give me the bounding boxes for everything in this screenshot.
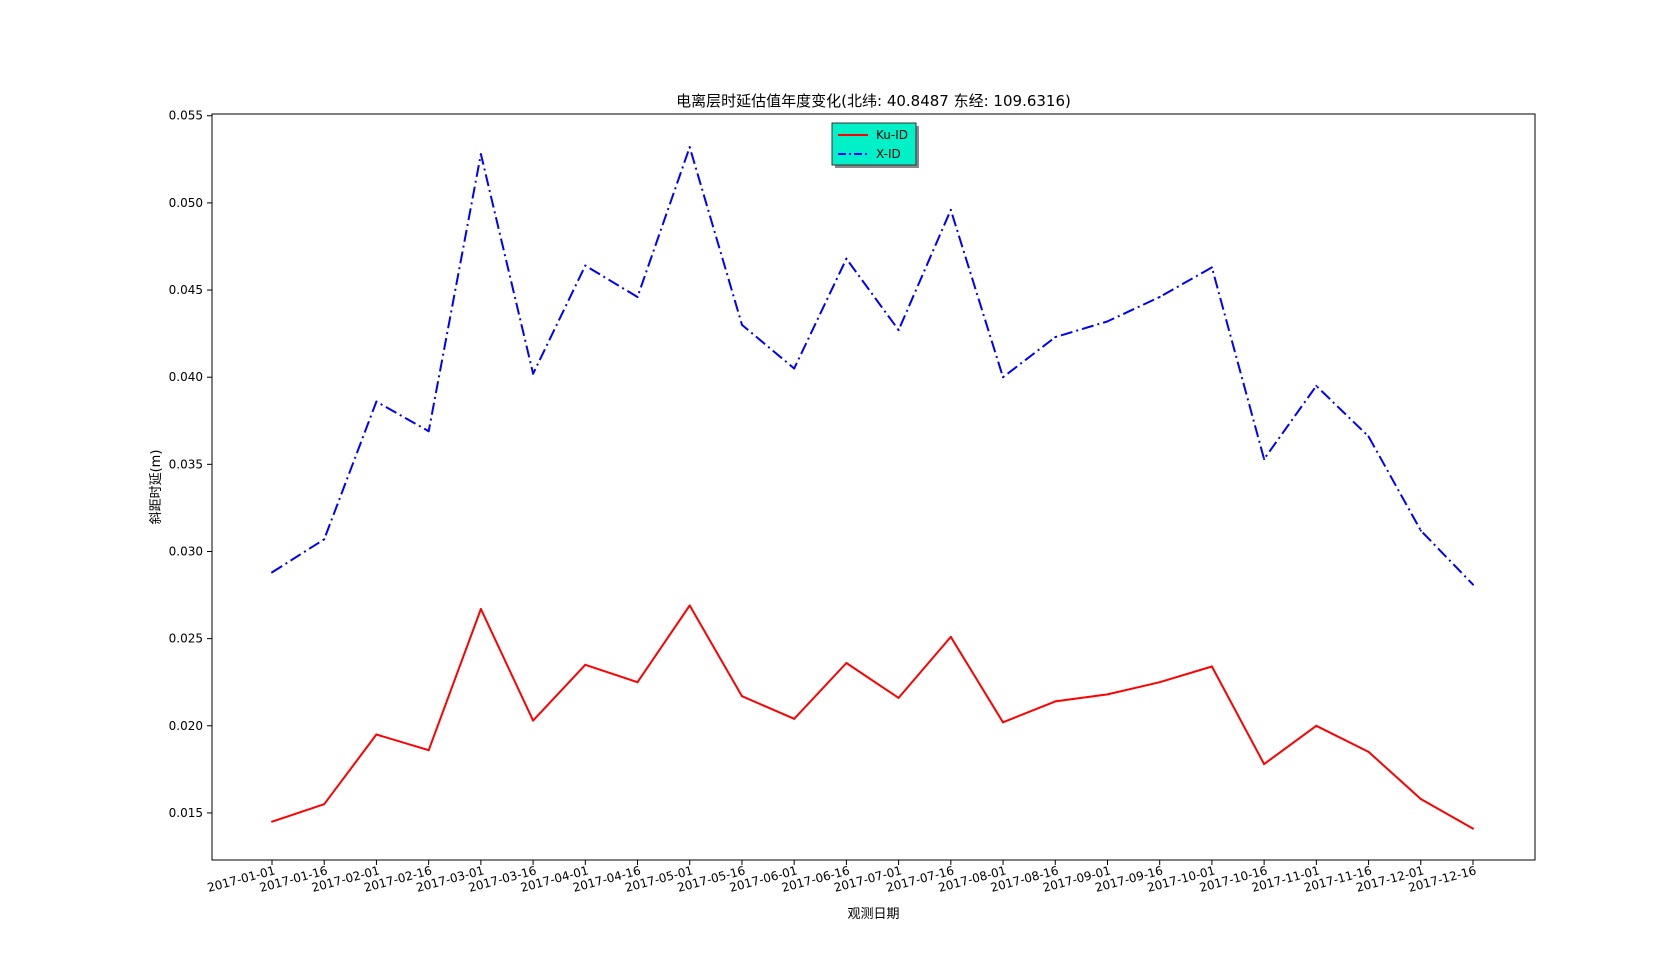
data-point-ku-id xyxy=(793,717,796,720)
data-point-ku-id xyxy=(897,696,900,699)
data-point-x-id xyxy=(1315,384,1318,387)
data-point-ku-id xyxy=(1315,724,1318,727)
data-point-x-id xyxy=(1263,458,1266,461)
data-point-ku-id xyxy=(271,820,273,823)
legend-label-x-id: X-ID xyxy=(876,147,901,161)
y-axis: 0.015 0.020 0.025 0.030 0.035 0.040 0.045 0.050… xyxy=(169,109,212,820)
data-point-ku-id xyxy=(845,662,848,665)
data-point-ku-id xyxy=(427,749,430,752)
y-tick-label: 0.035 xyxy=(169,457,203,471)
y-tick-label: 0.055 xyxy=(169,109,203,123)
data-point-x-id xyxy=(636,296,639,299)
data-point-ku-id xyxy=(532,719,535,722)
data-point-ku-id xyxy=(949,635,952,638)
data-point-x-id xyxy=(1054,336,1057,339)
y-tick-label: 0.015 xyxy=(169,806,203,820)
data-point-ku-id xyxy=(740,695,743,698)
y-tick-label: 0.025 xyxy=(169,632,203,646)
series-line-ku-id xyxy=(271,604,1474,830)
data-point-x-id xyxy=(1472,583,1474,586)
data-point-x-id xyxy=(271,571,273,574)
legend-box xyxy=(831,122,917,166)
data-point-x-id xyxy=(949,208,952,211)
data-point-ku-id xyxy=(1210,665,1213,668)
data-point-ku-id xyxy=(1054,700,1057,703)
data-point-x-id xyxy=(479,153,482,156)
data-point-ku-id xyxy=(375,733,378,736)
data-point-x-id xyxy=(375,400,378,403)
data-point-ku-id xyxy=(1002,721,1005,724)
data-point-x-id xyxy=(584,264,587,267)
data-point-ku-id xyxy=(479,608,482,611)
data-point-x-id xyxy=(688,146,691,149)
data-point-ku-id xyxy=(1367,750,1370,753)
data-point-x-id xyxy=(1210,266,1213,269)
data-point-x-id xyxy=(897,329,900,332)
data-point-ku-id xyxy=(584,663,587,666)
data-point-x-id xyxy=(427,430,430,433)
data-point-x-id xyxy=(1002,376,1005,379)
y-tick-label: 0.040 xyxy=(169,370,203,384)
x-axis-label: 观测日期 xyxy=(847,907,899,922)
data-point-ku-id xyxy=(1158,681,1161,684)
data-point-ku-id xyxy=(688,604,691,607)
y-tick-label: 0.030 xyxy=(169,544,203,558)
data-point-ku-id xyxy=(1472,827,1474,830)
data-point-x-id xyxy=(845,257,848,260)
chart-title: 电离层时延估值年度变化(北纬: 40.8487 东经: 109.6316) xyxy=(676,92,1071,110)
plot-area xyxy=(211,113,1536,861)
data-point-x-id xyxy=(323,538,326,541)
series-layer xyxy=(271,146,1474,830)
y-axis-label: 斜距时延(m) xyxy=(149,450,164,525)
x-axis: 2017-01-012017-01-162017-02-012017-02-16… xyxy=(206,860,1478,895)
data-point-x-id xyxy=(532,372,535,375)
data-point-x-id xyxy=(1158,296,1161,299)
series-line-x-id xyxy=(271,146,1474,586)
data-point-ku-id xyxy=(323,803,326,806)
data-point-ku-id xyxy=(1419,797,1422,800)
data-point-ku-id xyxy=(1106,693,1109,696)
y-tick-label: 0.050 xyxy=(169,196,203,210)
data-point-x-id xyxy=(1106,320,1109,323)
data-point-ku-id xyxy=(1263,763,1266,766)
data-point-x-id xyxy=(793,367,796,370)
data-point-x-id xyxy=(1367,435,1370,438)
y-tick-label: 0.020 xyxy=(169,719,203,733)
data-point-ku-id xyxy=(636,681,639,684)
y-tick-label: 0.045 xyxy=(169,283,203,297)
legend: Ku-ID X-ID xyxy=(831,122,919,168)
legend-label-ku-id: Ku-ID xyxy=(876,128,908,142)
data-point-x-id xyxy=(1419,529,1422,532)
data-point-x-id xyxy=(740,323,743,326)
